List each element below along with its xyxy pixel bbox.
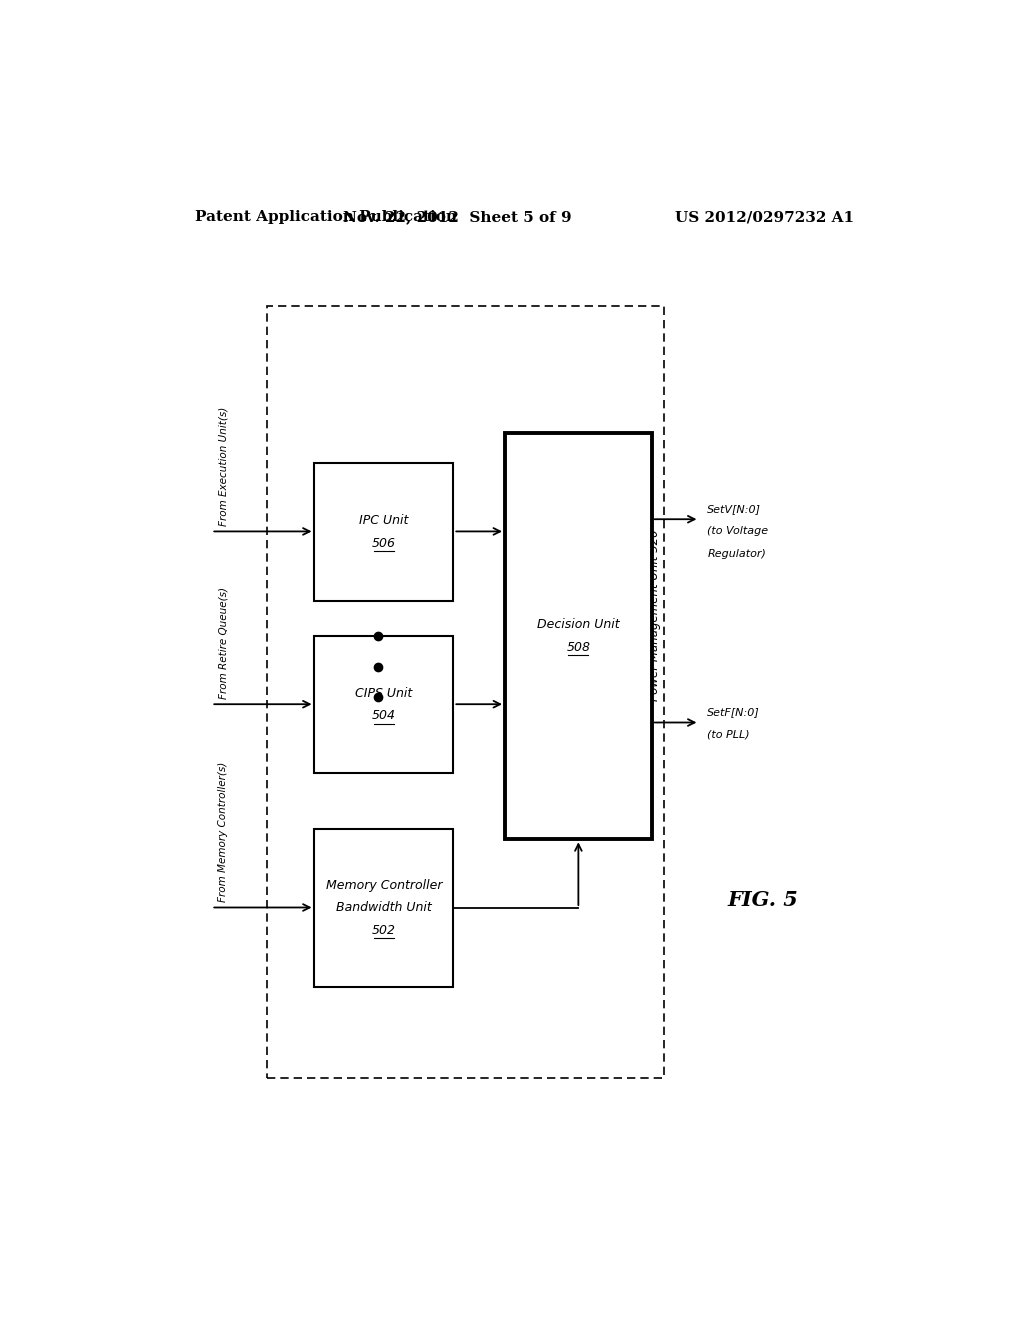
Text: SetF[N:0]: SetF[N:0] — [708, 708, 760, 717]
Text: From Execution Unit(s): From Execution Unit(s) — [218, 407, 228, 527]
Text: Memory Controller: Memory Controller — [326, 879, 442, 892]
Text: FIG. 5: FIG. 5 — [727, 891, 799, 911]
Text: 508: 508 — [566, 640, 591, 653]
Text: Decision Unit: Decision Unit — [537, 619, 620, 631]
Text: (to PLL): (to PLL) — [708, 730, 750, 739]
Bar — [267, 306, 664, 1078]
Bar — [314, 636, 454, 774]
Text: Power Management Unit 520: Power Management Unit 520 — [647, 529, 660, 701]
Text: SetV[N:0]: SetV[N:0] — [708, 504, 761, 513]
Text: US 2012/0297232 A1: US 2012/0297232 A1 — [675, 210, 854, 224]
Bar — [505, 433, 651, 840]
Text: From Memory Controller(s): From Memory Controller(s) — [218, 762, 228, 903]
Text: CIPS Unit: CIPS Unit — [355, 686, 413, 700]
Text: (to Voltage: (to Voltage — [708, 527, 768, 536]
Text: 502: 502 — [372, 924, 396, 937]
Bar — [314, 463, 454, 601]
Text: From Retire Queue(s): From Retire Queue(s) — [218, 587, 228, 700]
Text: Bandwidth Unit: Bandwidth Unit — [336, 902, 432, 915]
Text: Regulator): Regulator) — [708, 549, 766, 558]
Text: 506: 506 — [372, 537, 396, 549]
Text: Patent Application Publication: Patent Application Publication — [196, 210, 458, 224]
Text: Nov. 22, 2012  Sheet 5 of 9: Nov. 22, 2012 Sheet 5 of 9 — [343, 210, 571, 224]
Text: IPC Unit: IPC Unit — [359, 515, 409, 527]
Text: 504: 504 — [372, 709, 396, 722]
Bar — [314, 829, 454, 987]
